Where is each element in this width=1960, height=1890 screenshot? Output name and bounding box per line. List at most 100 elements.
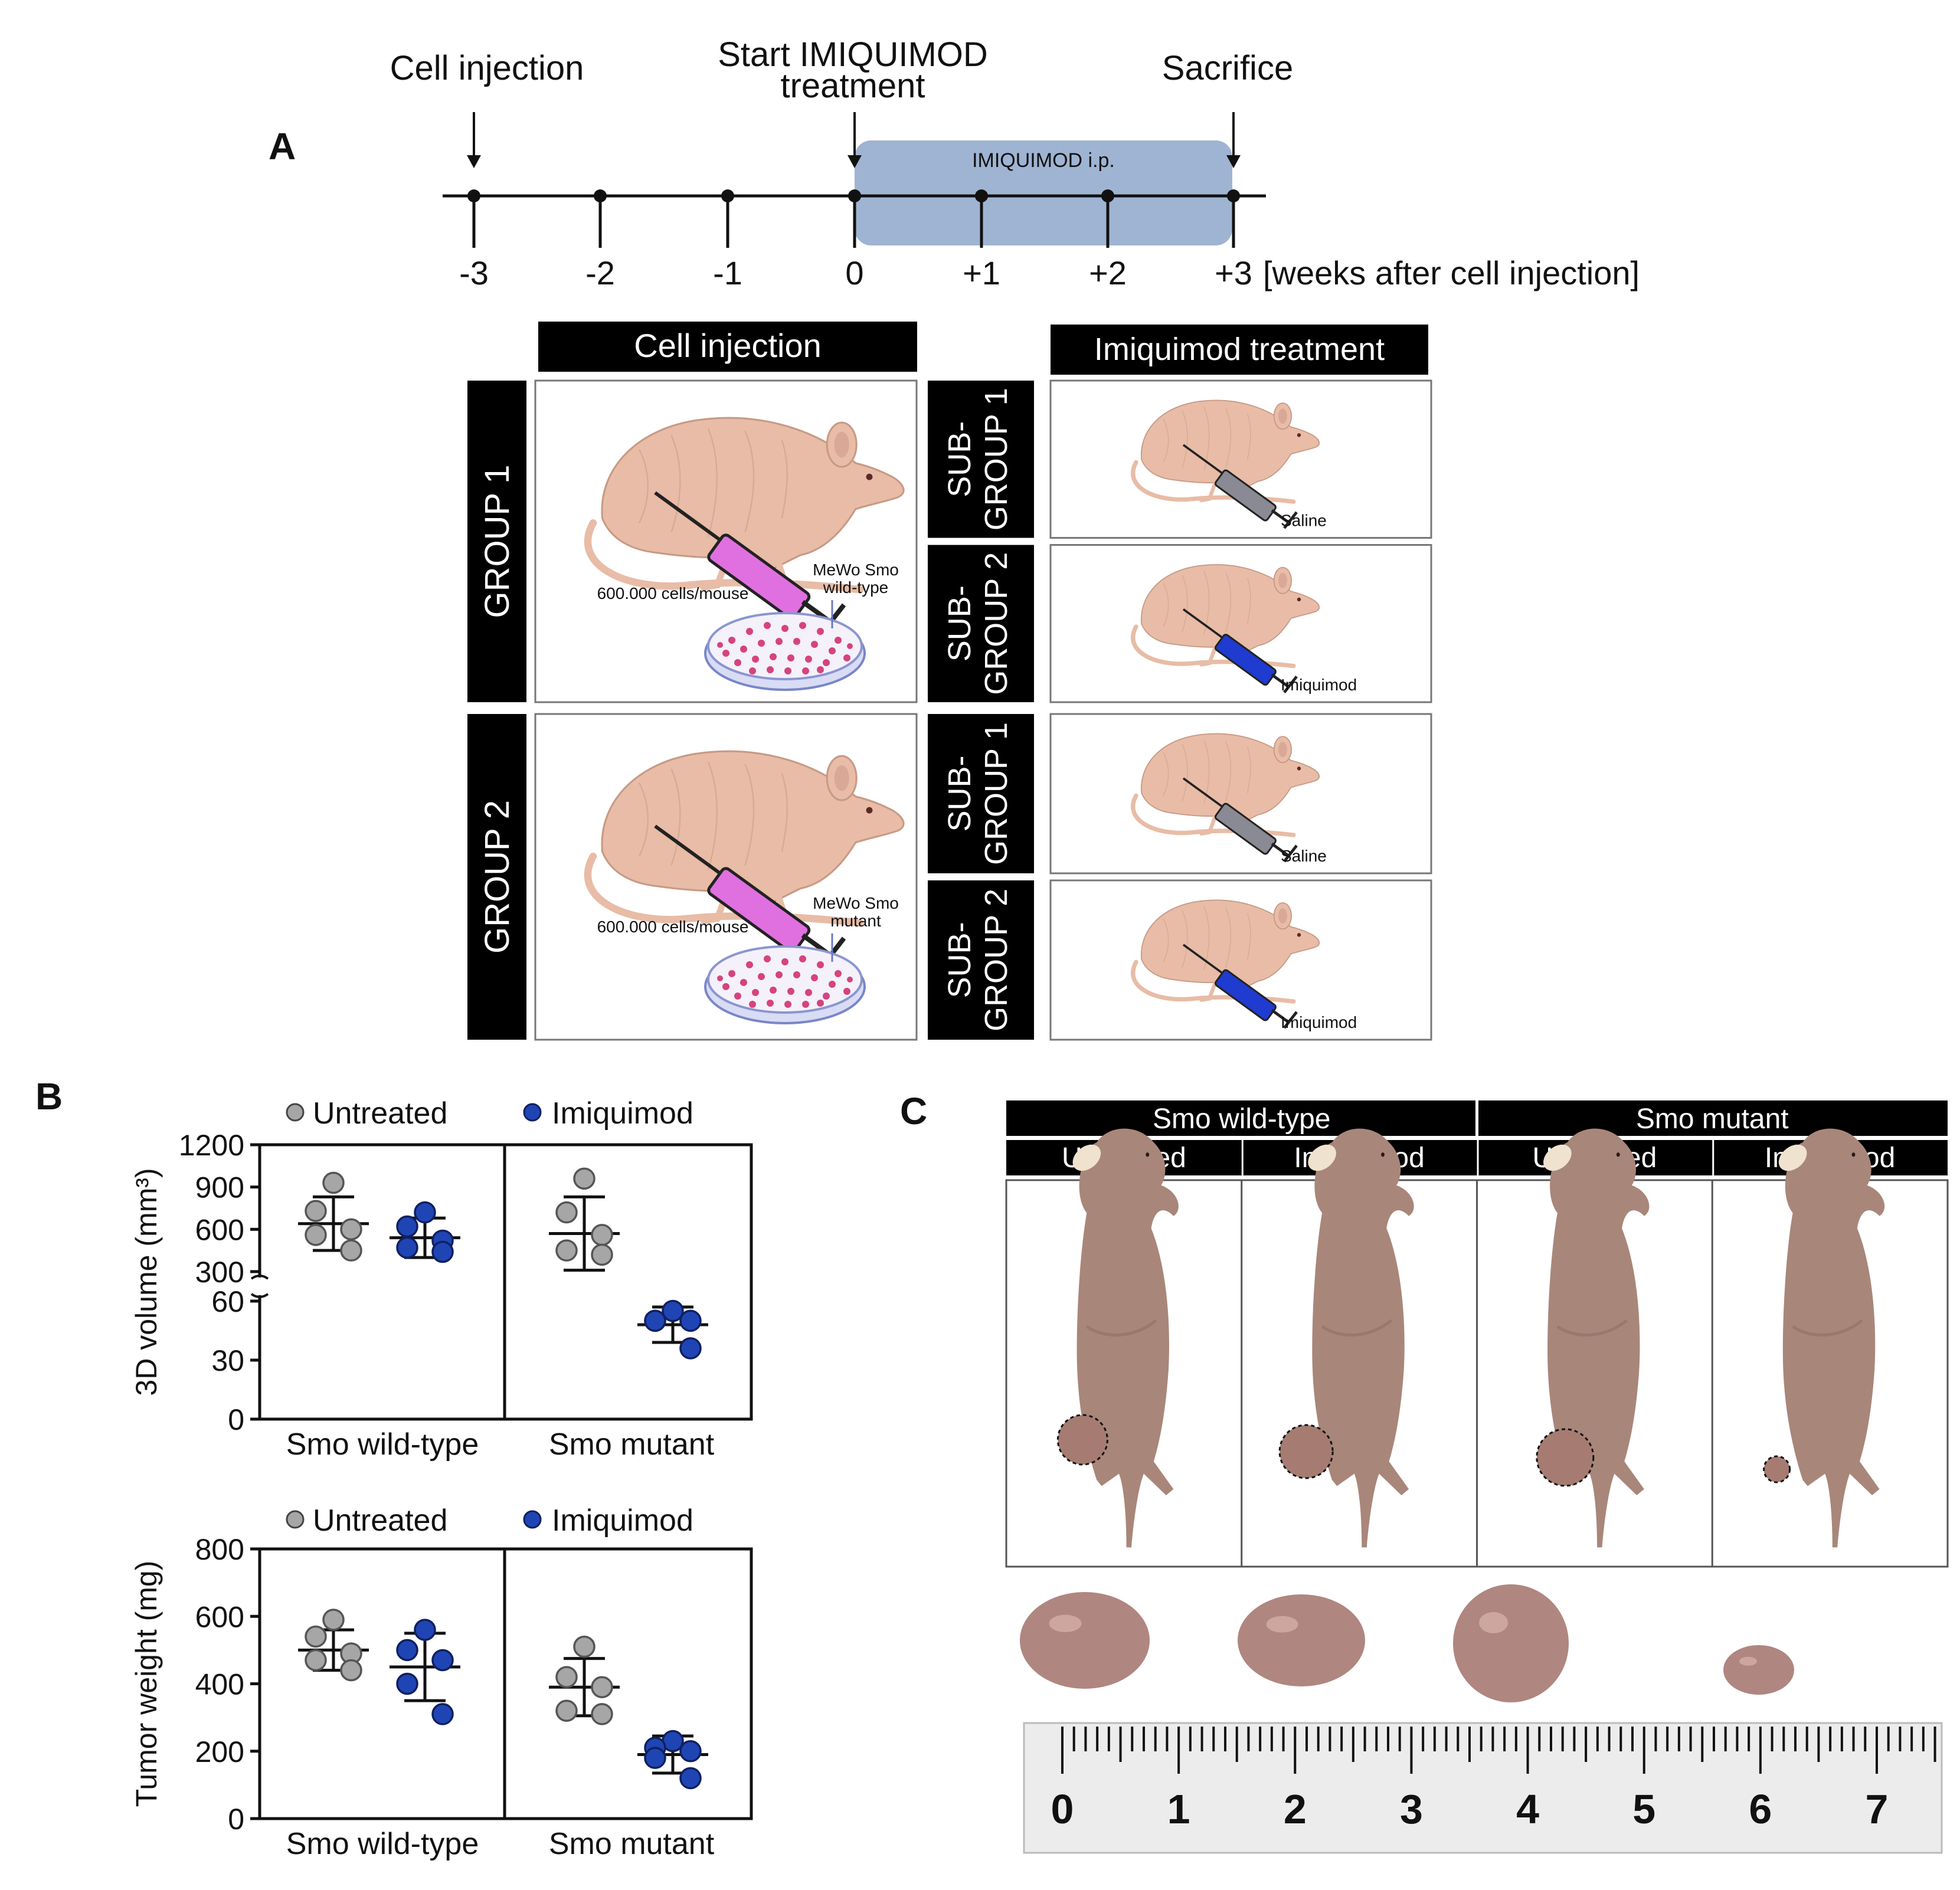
ruler (1023, 1722, 1943, 1854)
tumor-highlight (1479, 1612, 1509, 1633)
event-start-treatment-2: treatment (781, 67, 925, 105)
legend-untreated-label: Untreated (313, 1096, 447, 1131)
timeline-arrows (467, 112, 1241, 168)
treatment-agent-label: Imiquimod (1281, 1013, 1357, 1031)
untreated-point (591, 1676, 613, 1698)
timeline-dot (1227, 189, 1240, 202)
tumor-outline (1056, 1414, 1108, 1466)
untreated-point (340, 1239, 362, 1262)
ruler-number: 7 (1866, 1786, 1889, 1832)
untreated-point (555, 1201, 578, 1224)
imiquimod-point (662, 1299, 684, 1322)
design-grid: GROUP 1 600.000 cells/mouse MeWo Smowild-t… (467, 379, 1432, 1041)
subgroup-label-bar (928, 545, 1034, 702)
subgroup-label: GROUP 2 (979, 889, 1014, 1031)
timeline-dot (594, 189, 607, 202)
y-tick-label: 0 (228, 1403, 244, 1436)
y-axis-label: 3D volume (mm³) (130, 1168, 163, 1396)
y-tick-label: 900 (195, 1171, 244, 1204)
excised-tumor (1723, 1645, 1794, 1695)
subgroup-label-bar (928, 714, 1034, 873)
y-tick-label: 600 (195, 1600, 244, 1633)
y-tick-label: 60 (211, 1285, 244, 1318)
subgroup-label: SUB- (942, 585, 977, 661)
untreated-point (573, 1635, 595, 1658)
tumor-outline (1763, 1455, 1791, 1483)
ruler-number: 4 (1516, 1786, 1539, 1832)
y-tick-label: 800 (195, 1533, 244, 1566)
excised-tumor (1238, 1594, 1365, 1686)
timeline-tick-label: +1 (963, 254, 1000, 291)
untreated-point (591, 1243, 613, 1266)
petri-dish-icon (704, 612, 866, 691)
ruler-number: 2 (1284, 1786, 1307, 1832)
event-sacrifice: Sacrifice (1162, 49, 1293, 87)
timeline-unit: [weeks after cell injection] (1263, 254, 1640, 291)
timeline-tick-label: -1 (713, 254, 742, 291)
x-category-label: Smo mutant (549, 1427, 715, 1462)
cells-per-mouse: 600.000 cells/mouse (597, 918, 749, 936)
ruler-number: 0 (1051, 1786, 1074, 1832)
imiquimod-point (414, 1201, 436, 1224)
legend-imiquimod-label: Imiquimod (552, 1096, 693, 1131)
ruler-number: 3 (1400, 1786, 1423, 1832)
legend-untreated-marker (286, 1510, 305, 1529)
ruler-number: 1 (1167, 1786, 1190, 1832)
timeline-tick-label: +3 (1215, 254, 1252, 291)
tumor-outline (1278, 1424, 1334, 1479)
header-imiquimod-treatment (1051, 325, 1428, 375)
untreated-point (555, 1666, 578, 1688)
ruler-number: 5 (1632, 1786, 1655, 1832)
subgroup-label-bar (928, 880, 1034, 1040)
tumor-outline (1536, 1428, 1595, 1487)
arrow-head (467, 155, 481, 168)
cells-per-mouse: 600.000 cells/mouse (597, 584, 749, 602)
imiquimod-point (414, 1619, 436, 1641)
subgroup-label: SUB- (942, 922, 977, 998)
legend-untreated-marker (286, 1103, 305, 1122)
untreated-point (591, 1224, 613, 1246)
tumor-highlight (1266, 1616, 1298, 1633)
chart-tumor-weight: 800 600 400 200 0 Tumor weight (mg) Smo wild-t… (130, 1533, 753, 1861)
imiquimod-point (396, 1236, 418, 1259)
petri-dish-icon (704, 945, 866, 1024)
subgroup-label: GROUP 1 (979, 388, 1014, 530)
imiquimod-point (644, 1309, 666, 1332)
treatment-agent-label: Saline (1281, 512, 1327, 530)
subgroup-label: GROUP 2 (979, 552, 1014, 695)
timeline-tick-label: 0 (845, 254, 863, 291)
y-tick-label: 600 (195, 1213, 244, 1246)
cell-line-name: MeWo Smo (813, 561, 899, 579)
imiquimod-point (644, 1747, 666, 1769)
cell-line-genotype: wild-type (823, 578, 888, 597)
imiquimod-point (396, 1215, 418, 1238)
untreated-point (305, 1200, 327, 1223)
treatment-agent-label: Saline (1281, 847, 1327, 865)
untreated-point (340, 1218, 362, 1241)
tumor-highlight (1049, 1614, 1082, 1633)
timeline-tick-label: -2 (585, 254, 615, 291)
timeline-dot (975, 189, 988, 202)
imiquimod-point (679, 1337, 702, 1360)
treatment-period-bar (855, 140, 1232, 245)
imiquimod-point (396, 1639, 418, 1662)
subgroup-label: SUB- (942, 421, 977, 497)
legend-imiquimod-marker (523, 1103, 542, 1122)
y-tick-label: 300 (195, 1256, 244, 1289)
header-cell-injection-label: Cell injection (634, 327, 822, 364)
subgroup-label-bar (928, 381, 1034, 538)
untreated-point (322, 1609, 345, 1631)
panel-label-a: A (269, 125, 296, 168)
imiquimod-point (431, 1703, 454, 1725)
imiquimod-point (679, 1309, 702, 1332)
y-tick-label: 200 (195, 1735, 244, 1768)
legend-imiquimod-label: Imiquimod (552, 1504, 693, 1538)
untreated-point (305, 1224, 327, 1246)
panel-label-c: C (900, 1090, 927, 1132)
untreated-point (322, 1171, 345, 1194)
untreated-point (573, 1167, 595, 1190)
photo-top-header: Smo wild-type (1153, 1103, 1330, 1135)
group-label-bar (467, 714, 526, 1040)
